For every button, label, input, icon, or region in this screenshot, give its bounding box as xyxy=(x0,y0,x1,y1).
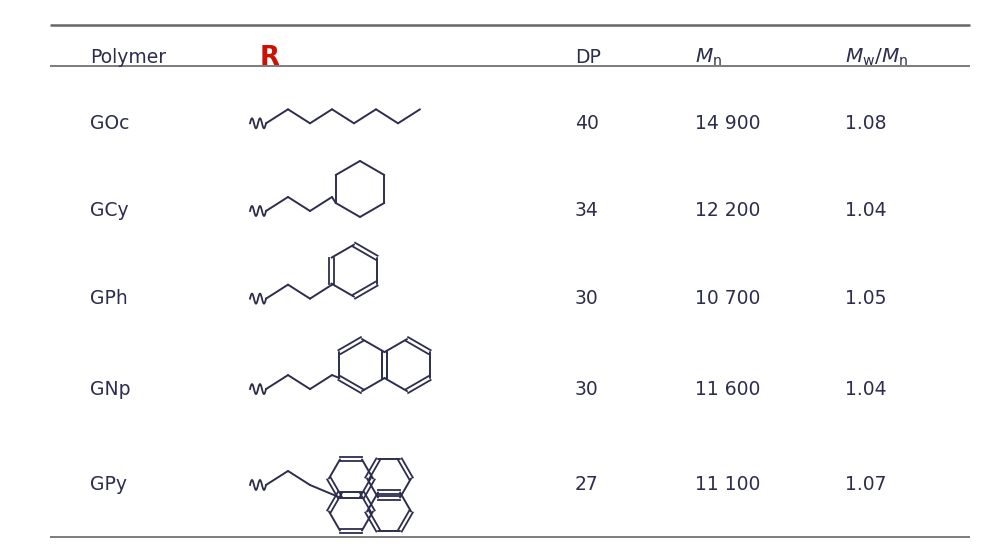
Text: DP: DP xyxy=(575,48,601,67)
Text: $\mathit{M}_\mathregular{w}/\mathit{M}_\mathregular{n}$: $\mathit{M}_\mathregular{w}/\mathit{M}_\… xyxy=(845,47,908,68)
Text: Polymer: Polymer xyxy=(90,48,166,67)
Text: 30: 30 xyxy=(575,380,599,398)
Text: GPy: GPy xyxy=(90,476,127,494)
Text: 1.04: 1.04 xyxy=(845,202,887,220)
Text: GPh: GPh xyxy=(90,289,128,308)
Text: 1.04: 1.04 xyxy=(845,380,887,398)
Text: 30: 30 xyxy=(575,289,599,308)
Text: 1.08: 1.08 xyxy=(845,114,887,133)
Text: 40: 40 xyxy=(575,114,599,133)
Text: 11 100: 11 100 xyxy=(695,476,760,494)
Text: 1.05: 1.05 xyxy=(845,289,887,308)
Text: 14 900: 14 900 xyxy=(695,114,761,133)
Text: $\mathit{M}_\mathregular{n}$: $\mathit{M}_\mathregular{n}$ xyxy=(695,47,722,68)
Text: 1.07: 1.07 xyxy=(845,476,887,494)
Text: 34: 34 xyxy=(575,202,599,220)
Text: 27: 27 xyxy=(575,476,599,494)
Text: R: R xyxy=(260,44,280,71)
Text: 11 600: 11 600 xyxy=(695,380,760,398)
Text: GOc: GOc xyxy=(90,114,129,133)
Text: 10 700: 10 700 xyxy=(695,289,760,308)
Text: 12 200: 12 200 xyxy=(695,202,760,220)
Text: GNp: GNp xyxy=(90,380,130,398)
Text: GCy: GCy xyxy=(90,202,129,220)
